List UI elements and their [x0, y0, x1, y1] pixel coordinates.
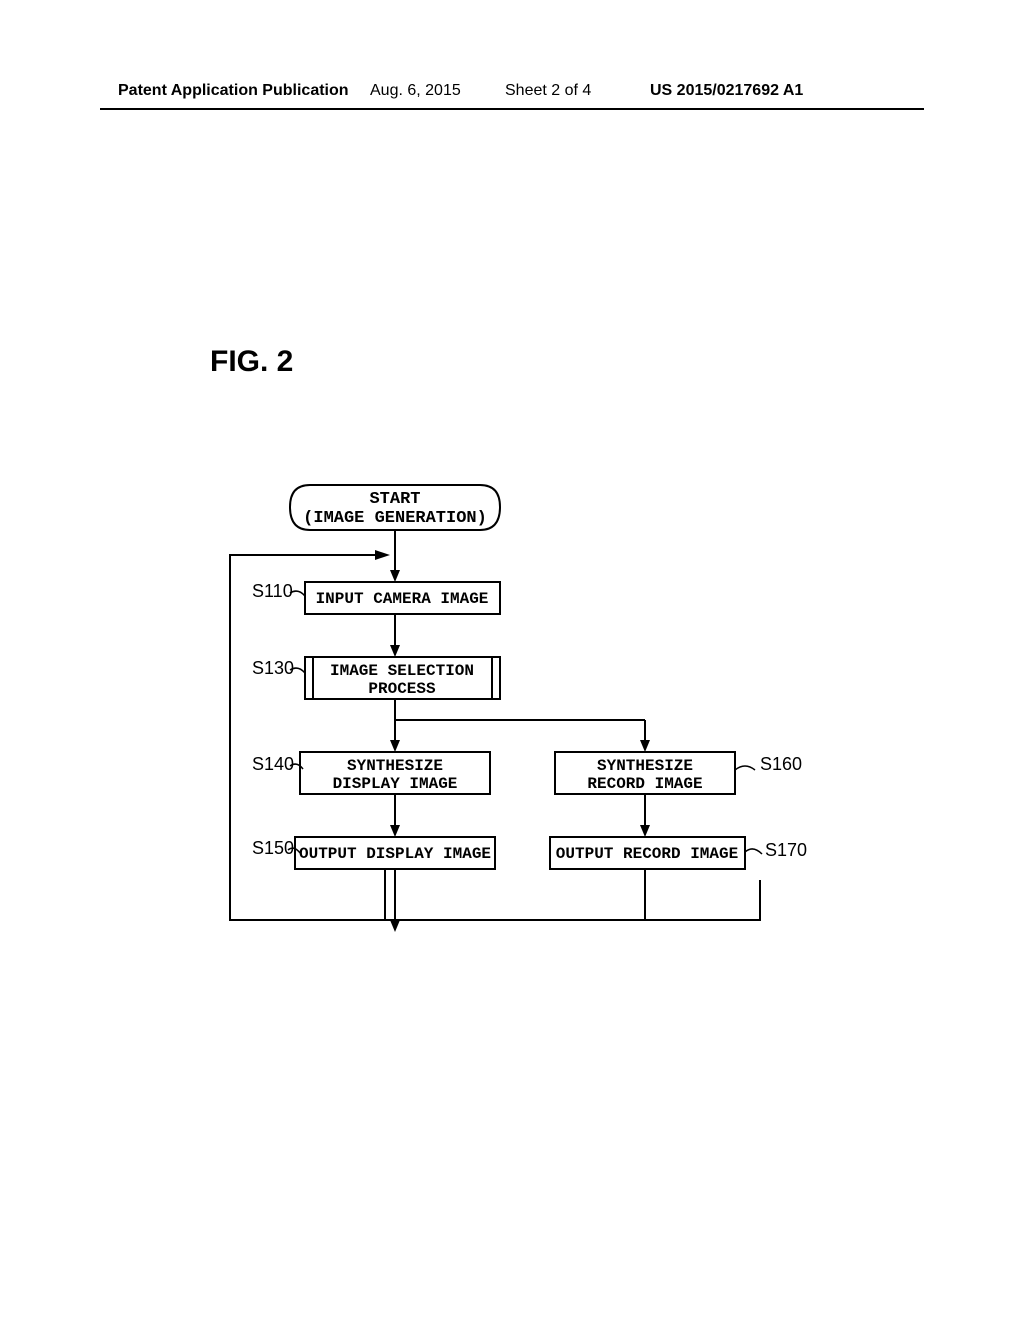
s160-id: S160: [760, 754, 802, 774]
arrow-s170: [640, 825, 650, 837]
arrow-s110: [390, 570, 400, 582]
arrow-loopback: [375, 550, 390, 560]
publication-date: Aug. 6, 2015: [370, 82, 461, 100]
s130-text1: IMAGE SELECTION: [330, 662, 474, 680]
step-s170: OUTPUT RECORD IMAGE: [550, 837, 745, 869]
page: Patent Application Publication Aug. 6, 2…: [0, 0, 1024, 1320]
s150-text: OUTPUT DISPLAY IMAGE: [299, 845, 491, 863]
step-s150: OUTPUT DISPLAY IMAGE: [295, 837, 495, 869]
publication-type: Patent Application Publication: [118, 82, 349, 100]
terminal-start: START (IMAGE GENERATION): [290, 485, 500, 530]
s150-id: S150: [252, 838, 294, 858]
s140-text2: DISPLAY IMAGE: [333, 775, 458, 793]
step-s110: INPUT CAMERA IMAGE: [305, 582, 500, 614]
arrow-s130: [390, 645, 400, 657]
figure-label: FIG. 2: [210, 345, 293, 379]
s140-id: S140: [252, 754, 294, 774]
s110-text: INPUT CAMERA IMAGE: [316, 590, 489, 608]
arrow-bottom-out: [390, 920, 400, 932]
arrow-s160: [640, 740, 650, 752]
flowchart: START (IMAGE GENERATION) INPUT CAMERA IM…: [200, 470, 840, 940]
s110-id: S110: [252, 581, 293, 601]
terminal-line1: START: [369, 490, 420, 509]
step-s130: IMAGE SELECTION PROCESS: [305, 657, 500, 699]
s160-leader: [735, 766, 755, 770]
s130-text2: PROCESS: [368, 680, 436, 698]
step-s160: SYNTHESIZE RECORD IMAGE: [555, 752, 735, 794]
s170-leader: [745, 849, 762, 854]
step-s140: SYNTHESIZE DISPLAY IMAGE: [300, 752, 490, 794]
s160-text1: SYNTHESIZE: [597, 757, 693, 775]
arrow-s150: [390, 825, 400, 837]
publication-number: US 2015/0217692 A1: [650, 82, 803, 100]
sheet-number: Sheet 2 of 4: [505, 82, 591, 100]
s130-id: S130: [252, 658, 294, 678]
s170-text: OUTPUT RECORD IMAGE: [556, 845, 738, 863]
header-divider: [100, 108, 924, 110]
terminal-line2: (IMAGE GENERATION): [303, 509, 487, 528]
s170-id: S170: [765, 840, 807, 860]
s160-text2: RECORD IMAGE: [587, 775, 702, 793]
arrow-s140: [390, 740, 400, 752]
s140-text1: SYNTHESIZE: [347, 757, 443, 775]
